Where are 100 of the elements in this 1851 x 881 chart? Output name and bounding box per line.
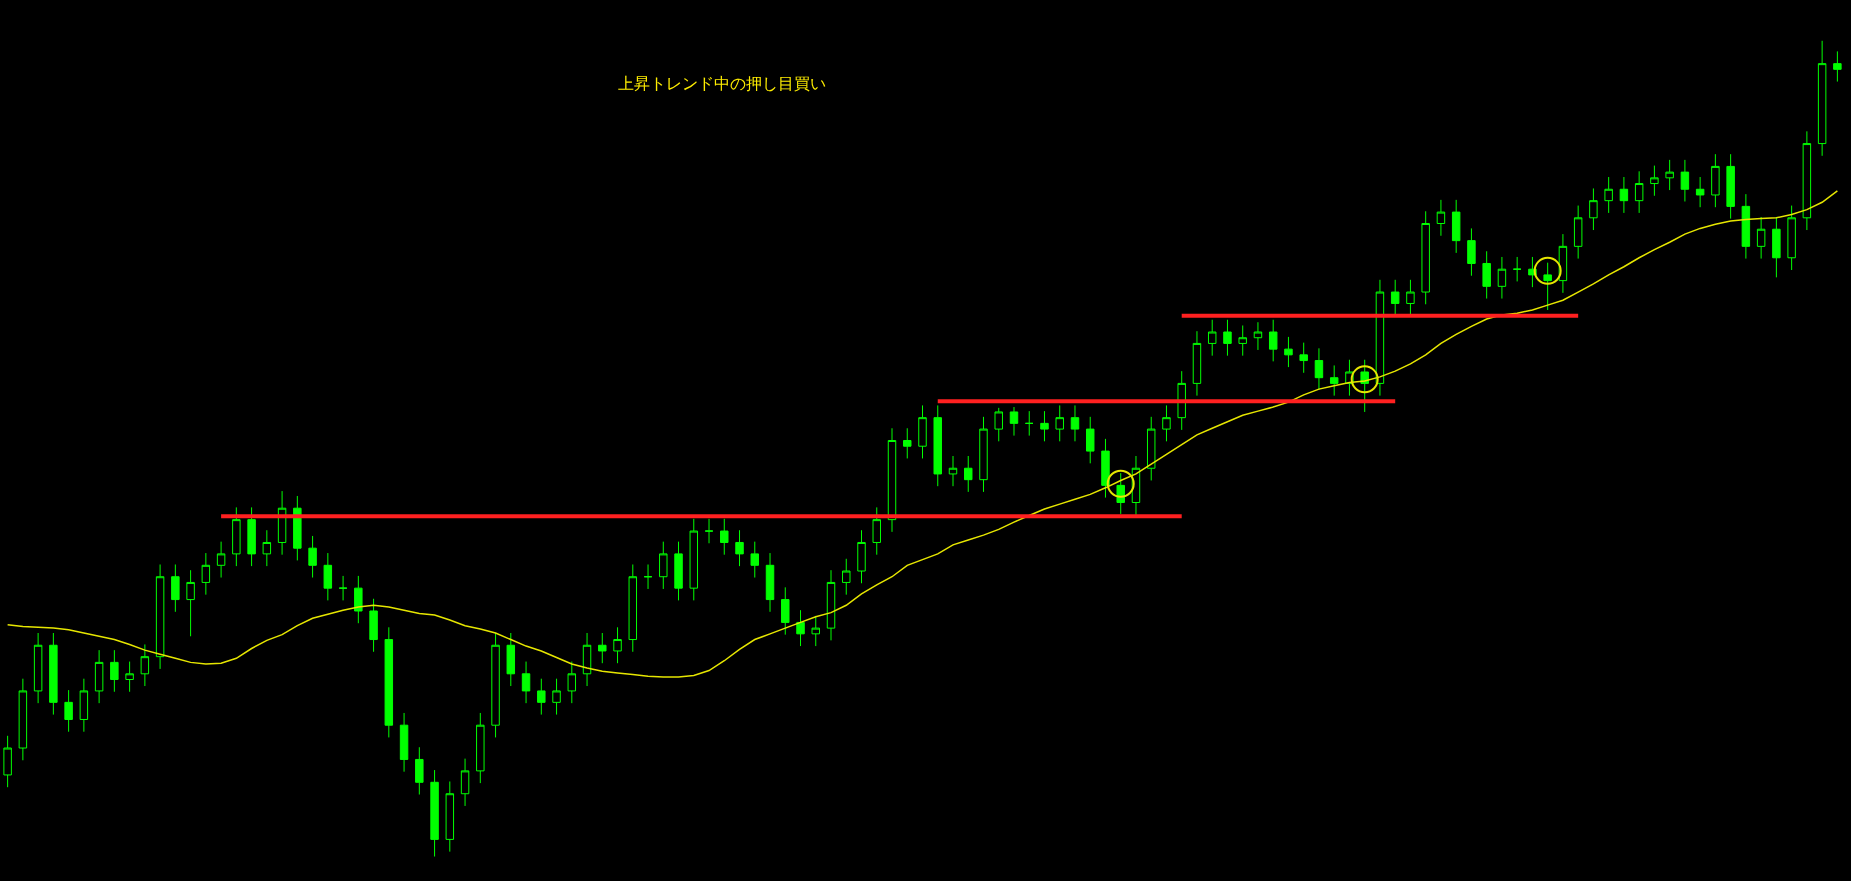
candlestick (1558, 233, 1568, 294)
candlestick (3, 735, 12, 788)
candlestick (79, 678, 89, 733)
candlestick (552, 678, 561, 716)
candlestick (1650, 165, 1659, 197)
candlestick (811, 615, 820, 647)
candlestick (872, 506, 881, 556)
candlestick (1451, 199, 1461, 254)
candlestick (262, 529, 272, 567)
candlestick (1680, 159, 1690, 202)
candlestick (247, 506, 256, 567)
candlestick (445, 780, 455, 853)
candlestick (1146, 416, 1156, 481)
candlestick (537, 678, 546, 716)
candlestick (476, 712, 485, 784)
candlestick (1238, 324, 1247, 357)
candlestick (689, 518, 699, 601)
candlestick (903, 427, 912, 459)
candlestick (1436, 199, 1446, 237)
candlestick (1268, 319, 1278, 362)
candlestick (1421, 210, 1430, 305)
candlestick (1467, 227, 1476, 277)
candlestick (1665, 159, 1674, 191)
candlestick (720, 518, 729, 556)
candlestick (1009, 406, 1019, 437)
candlestick (384, 626, 394, 738)
candlestick (674, 541, 683, 601)
candlestick (842, 558, 851, 596)
candlestick (781, 586, 790, 636)
candlestick (155, 563, 165, 670)
candlestick (1101, 438, 1110, 499)
candlestick (1741, 193, 1751, 260)
candlestick (186, 569, 195, 637)
candlestick (277, 490, 287, 556)
candlestick (887, 427, 897, 533)
candlestick (1025, 410, 1034, 437)
candlestick (49, 632, 58, 716)
candlestick (430, 769, 439, 858)
candlestick (1162, 404, 1171, 442)
candlestick (1116, 472, 1125, 515)
candlestick (918, 404, 927, 459)
candlestick (857, 529, 866, 584)
candlestick (1070, 404, 1080, 442)
candlestick (33, 632, 43, 704)
candlestick (323, 552, 333, 601)
candlestick (110, 649, 119, 693)
candlestick (415, 746, 424, 796)
candlestick (1207, 319, 1217, 357)
candlestick (628, 563, 638, 653)
candlestick (460, 758, 470, 807)
candlestick (613, 626, 622, 664)
candlestick (1192, 330, 1202, 397)
candlestick (1604, 176, 1613, 214)
candlestick (506, 632, 516, 687)
candlestick (1802, 130, 1812, 231)
candlestick (1756, 216, 1766, 260)
candlestick (1482, 250, 1491, 300)
candlestick (1619, 176, 1629, 214)
candlestick (1406, 279, 1415, 317)
candlestick (1573, 205, 1583, 260)
candlestick (567, 661, 577, 704)
candlestick (1726, 153, 1735, 220)
candlestick (1589, 187, 1598, 231)
candlestick (979, 416, 988, 493)
candlestick (1253, 321, 1263, 351)
candlestick (18, 678, 28, 761)
candlestick (659, 541, 668, 590)
candlestick (1817, 40, 1827, 157)
candlestick (948, 455, 958, 487)
candlestick (1040, 410, 1049, 442)
candlestick (1512, 256, 1522, 282)
candlestick (1772, 216, 1781, 278)
candlestick (293, 495, 302, 561)
candlestick (1634, 170, 1644, 214)
candlestick (201, 552, 211, 596)
candlestick (1787, 205, 1796, 271)
candlestick (1695, 176, 1705, 208)
text: 上昇トレンド中の押し目買い (617, 74, 826, 94)
candlestick (1390, 279, 1400, 317)
candlestick (1711, 153, 1720, 208)
candlestick (64, 689, 73, 733)
candlestick (933, 404, 942, 487)
candlestick (735, 529, 744, 567)
candlestick (1299, 342, 1308, 374)
candlestick (1543, 262, 1552, 311)
candlestick (232, 506, 241, 567)
candlestick (765, 552, 775, 613)
candlestick (1314, 347, 1324, 391)
candlestick (826, 569, 836, 641)
candlestick (354, 575, 363, 624)
candlestick (750, 541, 760, 579)
candlestick (994, 407, 1003, 442)
candlestick (369, 598, 378, 653)
candlestick (582, 632, 592, 687)
candlestick (399, 712, 409, 773)
candlestick (521, 661, 531, 704)
candlestick (338, 575, 348, 601)
candlestick (125, 661, 134, 693)
candlestick (796, 609, 805, 647)
candlestick (140, 643, 150, 687)
